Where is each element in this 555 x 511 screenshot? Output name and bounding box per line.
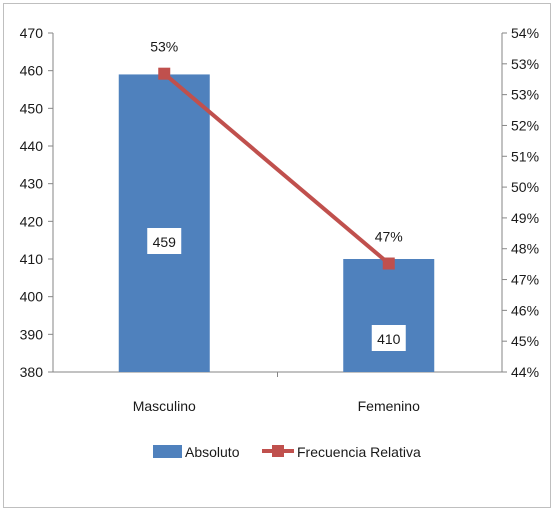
left-tick-label: 460 bbox=[20, 63, 44, 79]
right-tick-label: 49% bbox=[511, 210, 539, 226]
left-tick-label: 420 bbox=[20, 213, 44, 229]
left-tick-label: 400 bbox=[20, 289, 44, 305]
line-data-label: 47% bbox=[375, 229, 403, 245]
legend-label-absoluto: Absoluto bbox=[185, 444, 240, 460]
right-tick-label: 53% bbox=[511, 56, 539, 72]
legend-label-frecuencia: Frecuencia Relativa bbox=[297, 444, 421, 460]
bar-data-label: 459 bbox=[153, 234, 177, 250]
bar-data-label: 410 bbox=[377, 331, 401, 347]
right-tick-label: 52% bbox=[511, 117, 539, 133]
bar-masculino bbox=[118, 74, 210, 372]
left-tick-label: 380 bbox=[20, 364, 44, 380]
right-tick-label: 47% bbox=[511, 272, 539, 288]
left-tick-label: 450 bbox=[20, 100, 44, 116]
right-tick-label: 54% bbox=[511, 25, 539, 41]
left-tick-label: 430 bbox=[20, 176, 44, 192]
legend-swatch-absoluto bbox=[153, 445, 182, 458]
right-tick-label: 50% bbox=[511, 179, 539, 195]
frecuencia-relativa-line bbox=[162, 72, 391, 266]
category-label: Masculino bbox=[133, 398, 196, 414]
right-tick-label: 46% bbox=[511, 302, 539, 318]
chart-frame bbox=[3, 3, 551, 508]
bar-femenino bbox=[343, 259, 435, 372]
bar-label-box bbox=[147, 228, 182, 254]
left-tick-label: 470 bbox=[20, 25, 44, 41]
left-tick-label: 390 bbox=[20, 326, 44, 342]
right-tick-label: 53% bbox=[511, 87, 539, 103]
category-label: Femenino bbox=[358, 398, 420, 414]
right-tick-label: 51% bbox=[511, 148, 539, 164]
legend-swatch-marker bbox=[272, 445, 284, 457]
left-tick-label: 410 bbox=[20, 251, 44, 267]
bar-label-box bbox=[371, 325, 406, 351]
right-tick-label: 44% bbox=[511, 364, 539, 380]
line-marker bbox=[158, 67, 171, 80]
right-tick-label: 48% bbox=[511, 241, 539, 257]
line-marker bbox=[382, 257, 395, 270]
line-data-label: 53% bbox=[150, 39, 178, 55]
right-tick-label: 45% bbox=[511, 333, 539, 349]
left-tick-label: 440 bbox=[20, 138, 44, 154]
